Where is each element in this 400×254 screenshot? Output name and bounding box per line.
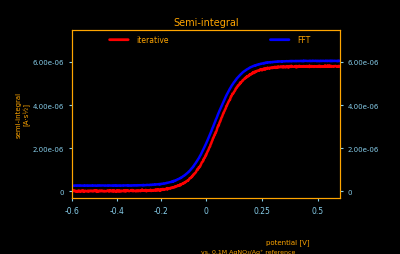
Title: Semi-integral: Semi-integral — [173, 18, 239, 28]
Text: vs. 0.1M AgNO₃/Ag⁺ reference: vs. 0.1M AgNO₃/Ag⁺ reference — [201, 249, 295, 254]
Text: iterative: iterative — [136, 36, 169, 45]
Y-axis label: semi-integral
[A·s½]: semi-integral [A·s½] — [16, 91, 30, 137]
Text: potential [V]: potential [V] — [266, 239, 310, 245]
Text: FFT: FFT — [297, 36, 310, 45]
